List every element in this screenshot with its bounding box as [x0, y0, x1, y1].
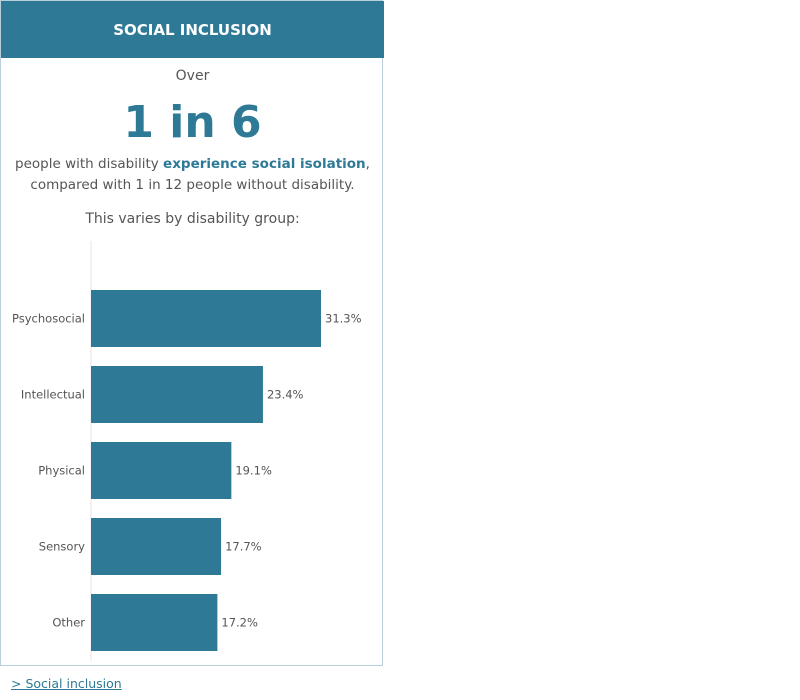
card-header: SOCIAL INCLUSION [1, 1, 384, 58]
category-label-intellectual: Intellectual [21, 388, 85, 402]
bar-other [91, 594, 218, 651]
value-label-sensory: 17.7% [225, 540, 262, 554]
bar-sensory [91, 518, 222, 575]
description-pre: people with disability [15, 156, 164, 172]
value-label-physical: 19.1% [235, 464, 272, 478]
description: people with disability experience social… [1, 154, 384, 196]
value-label-psychosocial: 31.3% [325, 312, 362, 326]
disability-group-bar-chart: Psychosocial 31.3% Intellectual 23.4% Physic… [12, 241, 362, 661]
bar-psychosocial [91, 290, 321, 347]
link-label: Social inclusion [25, 676, 122, 691]
varies-text: This varies by disability group: [85, 211, 300, 227]
link-prefix: > [11, 676, 22, 691]
category-label-other: Other [52, 616, 85, 630]
social-inclusion-card: SOCIAL INCLUSION Over 1 in 6 people with… [0, 0, 384, 666]
value-label-other: 17.2% [221, 616, 258, 630]
over-text: Over [175, 68, 210, 84]
bar-intellectual [91, 366, 263, 423]
bar-physical [91, 442, 232, 499]
category-label-psychosocial: Psychosocial [12, 312, 85, 326]
category-label-sensory: Sensory [39, 540, 85, 554]
value-label-intellectual: 23.4% [267, 388, 304, 402]
description-highlight: experience social isolation [163, 156, 366, 172]
category-label-physical: Physical [38, 464, 85, 478]
description-post: , [365, 156, 370, 172]
big-stat: 1 in 6 [123, 97, 262, 148]
social-inclusion-link[interactable]: > Social inclusion [11, 676, 122, 691]
description-line2: compared with 1 in 12 people without dis… [30, 177, 355, 193]
